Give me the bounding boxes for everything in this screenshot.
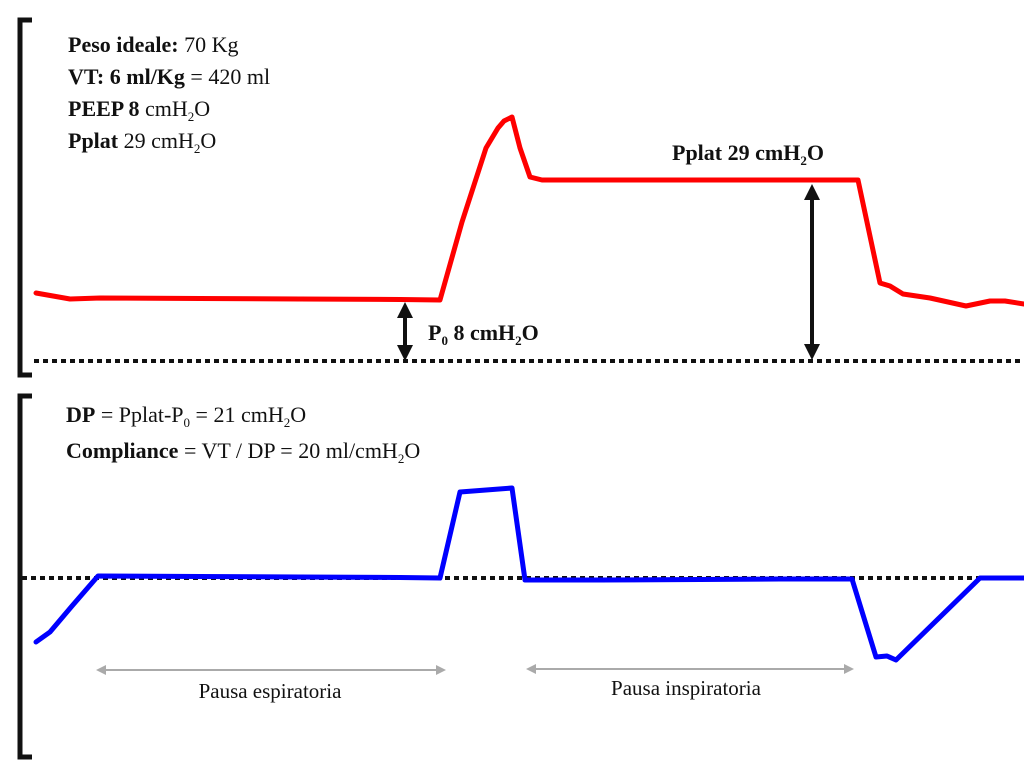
info-pplat: Pplat 29 cmH2O [68, 128, 216, 156]
flow-panel-bracket [17, 393, 32, 760]
p0-label: P0 8 cmH2O [428, 320, 539, 348]
driving-pressure-formula: DP = Pplat-P0 = 21 cmH2O [66, 402, 306, 430]
pplat-curve-label: Pplat 29 cmH2O [672, 140, 824, 168]
info-tidal-volume: VT: 6 ml/Kg = 420 ml [68, 64, 270, 89]
info-peep: PEEP 8 cmH2O [68, 96, 210, 124]
pressure-panel: Peso ideale: 70 Kg VT: 6 ml/Kg = 420 ml … [17, 17, 1024, 378]
inspiratory-pause-label: Pausa inspiratoria [611, 676, 762, 700]
expiratory-pause-label: Pausa espiratoria [199, 679, 343, 703]
flow-panel: DP = Pplat-P0 = 21 cmH2O Compliance = VT… [17, 393, 1024, 760]
pressure-panel-bracket [17, 17, 32, 378]
airway-pressure-curve [33, 114, 1024, 309]
airway-flow-curve [33, 485, 1024, 663]
info-ideal-weight: Peso ideale: 70 Kg [68, 32, 238, 57]
compliance-formula: Compliance = VT / DP = 20 ml/cmH2O [66, 438, 420, 466]
